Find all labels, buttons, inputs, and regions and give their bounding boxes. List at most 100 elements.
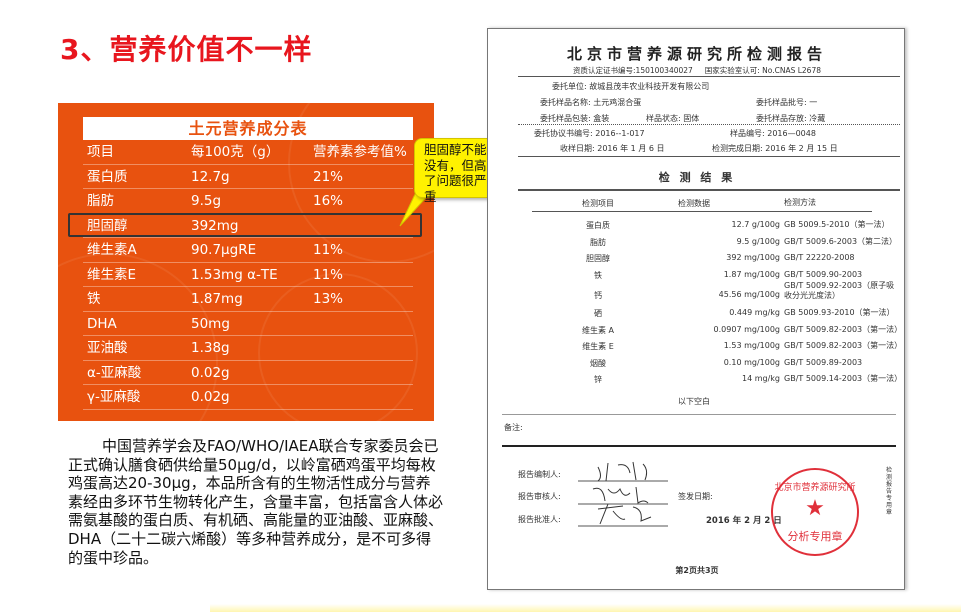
package: 委托样品包装: 盒装 — [540, 114, 610, 123]
nrv-cell: 16% — [313, 193, 344, 209]
table-row: DHA 50mg — [83, 312, 413, 336]
table-row: α-亚麻酸 0.02g — [83, 361, 413, 385]
callout-tail — [399, 190, 434, 227]
result-method: GB/T 5009.92-2003（原子吸收分光光度法） — [784, 281, 895, 300]
sample-name: 委托样品名称: 土元鸡混合蛋 — [540, 98, 642, 107]
result-data: 0.10 mg/100g — [723, 357, 780, 367]
result-data: 392 mg/100g — [726, 253, 780, 262]
nrv-cell: 11% — [313, 242, 344, 258]
report-cert-line: 资质认定证书编号:150100340027 国家实验室认可: No.CNAS L… — [488, 65, 906, 76]
state: 样品状态: 固体 — [646, 114, 700, 123]
table-row: 胆固醇 392mg — [83, 214, 413, 238]
amount-cell: 12.7g — [191, 168, 230, 185]
result-method: GB/T 5009.14-2003（第一法） — [784, 374, 903, 383]
result-method: GB/T 5009.6-2003（第二法） — [784, 236, 898, 246]
blank-below: 以下空白 — [678, 397, 710, 406]
result-data: 0.449 mg/kg — [729, 308, 780, 317]
item-cell: 维生素E — [87, 266, 137, 283]
result-method: GB 5009.93-2010（第一法） — [784, 308, 895, 317]
result-row: 脂肪 9.5 g/100g GB/T 5009.6-2003（第二法） — [518, 234, 900, 250]
result-data: 9.5 g/100g — [736, 236, 780, 246]
received-date: 收样日期: 2016 年 1 月 6 日 — [560, 144, 665, 153]
item-cell: 项目 — [87, 144, 114, 160]
result-row: 铁 1.87 mg/100g GB/T 5009.90-2003 — [518, 267, 900, 283]
amount-cell: 1.38g — [191, 340, 230, 356]
remarks-label: 备注: — [504, 423, 523, 432]
result-item: 蛋白质 — [586, 221, 610, 230]
result-data: 45.56 mg/100g — [718, 290, 780, 299]
amount-cell: 1.53mg α-TE — [191, 266, 278, 283]
completed-date: 检测完成日期: 2016 年 2 月 15 日 — [712, 144, 838, 153]
amount-cell: 0.02g — [191, 389, 230, 405]
result-data: 0.0907 mg/100g — [713, 324, 780, 334]
result-item: 胆固醇 — [586, 254, 610, 263]
amount-cell: 90.7μgRE — [191, 242, 257, 258]
header-data: 检测数据 — [678, 199, 710, 208]
result-row: 维生素 E 1.53 mg/100g GB/T 5009.82-2003（第一法） — [518, 338, 903, 354]
result-item: 维生素 E — [582, 342, 614, 351]
nutrition-panel — [0, 63, 488, 473]
result-row: 胆固醇 392 mg/100g GB/T 22220-2008 — [518, 250, 900, 266]
approver-label: 报告批准人: — [518, 515, 561, 524]
item-cell: DHA — [87, 315, 117, 332]
issue-date: 2016 年 2 月 2 日 — [706, 516, 782, 526]
stamp-bottom-text: 分析专用章 — [787, 530, 843, 543]
item-cell: 胆固醇 — [87, 217, 128, 234]
sample-no: 样品编号: 2016—0048 — [730, 129, 816, 138]
result-method: GB/T 5009.82-2003（第一法） — [784, 341, 903, 350]
table-row: 维生素A 90.7μgRE 11% — [83, 238, 413, 263]
nrv-cell: 营养素参考值% — [313, 144, 407, 160]
result-item: 硒 — [594, 309, 602, 318]
table-row: 亚油酸 1.38g — [83, 336, 413, 361]
result-method: GB 5009.5-2010（第一法） — [784, 220, 890, 229]
table-row: 蛋白质 12.7g 21% — [83, 165, 413, 189]
result-item: 钙 — [594, 291, 602, 300]
official-stamp: 北京市营养源研究所 ★ 分析专用章 — [771, 468, 859, 556]
result-data: 1.53 mg/100g — [723, 341, 780, 350]
result-item: 锌 — [594, 375, 602, 384]
bottom-decoration — [210, 604, 961, 612]
header-item: 检测项目 — [582, 199, 614, 208]
result-row: 烟酸 0.10 mg/100g GB/T 5009.89-2003 — [518, 355, 900, 371]
page-number: 第2页共3页 — [675, 566, 719, 575]
highlight-box — [68, 213, 422, 237]
amount-cell: 50mg — [191, 315, 230, 332]
result-item: 脂肪 — [590, 237, 606, 247]
batch: 委托样品批号: 一 — [756, 98, 818, 107]
table-row: γ-亚麻酸 0.02g — [83, 385, 413, 410]
table-header-row: 项目 每100克（g） 营养素参考值% — [83, 140, 413, 165]
test-report-document: 北京市营养源研究所检测报告 资质认定证书编号:150100340027 国家实验… — [487, 28, 905, 590]
result-data: 12.7 g/100g — [731, 220, 780, 229]
reviewer-label: 报告审核人: — [518, 492, 561, 501]
signatures — [578, 461, 668, 527]
agreement-no: 委托协议书编号: 2016--1-017 — [534, 129, 645, 138]
amount-cell: 1.87mg — [191, 291, 243, 307]
result-data: 14 mg/kg — [742, 374, 780, 383]
callout-bubble: 胆固醇不能没有，但高了问题很严重 — [414, 138, 498, 204]
result-row: 维生素 A 0.0907 mg/100g GB/T 5009.82-2003（第一法… — [518, 322, 902, 338]
results-header: 检测项目 检测数据 检测方法 — [518, 195, 900, 211]
nrv-cell: 21% — [313, 168, 344, 185]
item-cell: 亚油酸 — [87, 340, 128, 356]
result-row: 硒 0.449 mg/kg GB 5009.93-2010（第一法） — [518, 305, 900, 321]
result-data: 1.87 mg/100g — [723, 269, 780, 279]
nrv-cell: 13% — [313, 291, 344, 307]
table-row: 铁 1.87mg 13% — [83, 287, 413, 312]
result-method: GB/T 5009.90-2003 — [784, 269, 863, 279]
item-cell: α-亚麻酸 — [87, 364, 142, 381]
result-item: 烟酸 — [590, 358, 606, 368]
side-stamp-text: 检测报告专用章 — [886, 467, 893, 516]
star-icon: ★ — [805, 496, 825, 521]
amount-cell: 0.02g — [191, 364, 230, 381]
stamp-top-text: 北京市营养源研究所 — [774, 483, 856, 493]
nutrition-table-title: 土元营养成分表 — [83, 117, 413, 140]
result-item: 铁 — [594, 270, 602, 280]
results-title: 检 测 结 果 — [658, 171, 736, 184]
item-cell: 铁 — [87, 291, 101, 307]
item-cell: 脂肪 — [87, 193, 114, 209]
slide-title: 3、营养价值不一样 — [60, 33, 313, 66]
result-method: GB/T 5009.89-2003 — [784, 357, 863, 367]
compiler-label: 报告编制人: — [518, 470, 561, 479]
amount-cell: 392mg — [191, 217, 239, 234]
amount-cell: 9.5g — [191, 193, 222, 209]
